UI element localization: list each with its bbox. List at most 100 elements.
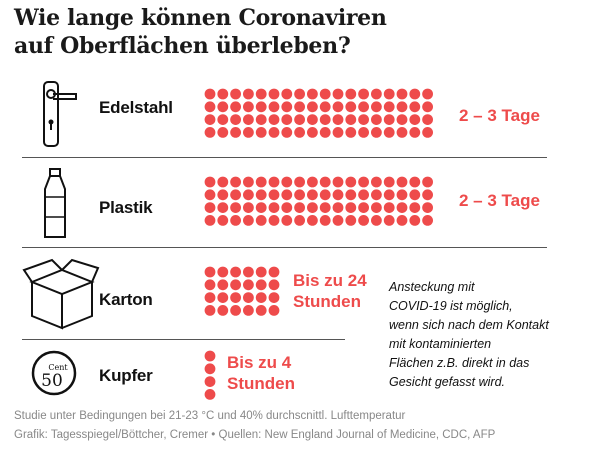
dot-plastik-1	[204, 176, 216, 188]
dot-edelstahl-45	[345, 88, 357, 100]
dot-karton-13	[243, 266, 254, 278]
infection-note: Ansteckung mit COVID-19 ist möglich, wen…	[389, 280, 549, 389]
dot-plastik-60	[383, 215, 395, 226]
dot-edelstahl-53	[371, 88, 382, 100]
dot-plastik-3	[204, 202, 216, 214]
dot-karton-18	[255, 279, 267, 291]
dot-edelstahl-42	[332, 101, 344, 113]
dot-edelstahl-25	[281, 88, 293, 100]
dot-plastik-38	[319, 189, 331, 201]
coin-word: Cent	[48, 363, 68, 372]
dot-edelstahl-62	[396, 101, 408, 113]
dot-edelstahl-9	[230, 88, 242, 100]
dot-plastik-46	[345, 189, 357, 201]
dot-karton-14	[243, 279, 254, 291]
dot-edelstahl-59	[383, 114, 395, 125]
dot-edelstahl-56	[371, 126, 382, 138]
dot-plastik-41	[332, 176, 344, 188]
dot-edelstahl-72	[422, 126, 433, 138]
dot-edelstahl-34	[307, 101, 318, 113]
dot-karton-23	[268, 292, 280, 303]
dot-plastik-55	[371, 202, 382, 214]
dot-edelstahl-38	[319, 101, 331, 113]
divider-1	[22, 157, 547, 158]
dot-edelstahl-37	[319, 88, 331, 100]
dot-plastik-6	[217, 189, 229, 201]
dot-plastik-23	[268, 202, 280, 214]
dot-plastik-16	[243, 215, 254, 226]
dot-karton-9	[230, 266, 242, 278]
dot-edelstahl-16	[243, 126, 254, 138]
dot-kupfer-1	[204, 350, 216, 362]
dot-plastik-34	[307, 189, 318, 201]
dot-edelstahl-33	[307, 88, 318, 100]
dot-plastik-50	[358, 189, 369, 201]
value-label-edelstahl: 2 – 3 Tage	[459, 106, 540, 125]
dot-edelstahl-41	[332, 88, 344, 100]
dot-plastik-11	[230, 202, 242, 214]
dot-karton-11	[230, 292, 242, 303]
dot-edelstahl-18	[255, 101, 267, 113]
dot-edelstahl-50	[358, 101, 369, 113]
dot-plastik-64	[396, 215, 408, 226]
dot-plastik-26	[281, 189, 293, 201]
dot-plastik-17	[255, 176, 267, 188]
dot-edelstahl-60	[383, 126, 395, 138]
dot-edelstahl-31	[294, 114, 305, 125]
dot-kupfer-2	[204, 363, 216, 375]
dot-edelstahl-57	[383, 88, 395, 100]
dot-edelstahl-43	[332, 114, 344, 125]
dot-karton-20	[255, 305, 267, 316]
value-label-kupfer: Bis zu 4 Stunden	[227, 353, 295, 393]
dot-karton-19	[255, 292, 267, 303]
dot-edelstahl-65	[409, 88, 421, 100]
dot-edelstahl-32	[294, 126, 305, 138]
dot-plastik-72	[422, 215, 433, 226]
dot-karton-1	[204, 266, 216, 278]
dot-plastik-19	[255, 202, 267, 214]
dot-plastik-43	[332, 202, 344, 214]
dot-plastik-22	[268, 189, 280, 201]
dot-kupfer-3	[204, 376, 216, 387]
dot-edelstahl-11	[230, 114, 242, 125]
footer-credits: Grafik: Tagesspiegel/Böttcher, Cremer • …	[14, 429, 496, 441]
plastic-bottle-icon	[44, 168, 66, 238]
dot-edelstahl-26	[281, 101, 293, 113]
dot-karton-10	[230, 279, 242, 291]
dot-plastik-42	[332, 189, 344, 201]
dot-karton-3	[204, 292, 216, 303]
dot-plastik-65	[409, 176, 421, 188]
dot-karton-4	[204, 305, 216, 316]
row-label-kupfer: Kupfer	[99, 366, 153, 385]
dot-plastik-40	[319, 215, 331, 226]
dot-plastik-54	[371, 189, 382, 201]
dot-edelstahl-30	[294, 101, 305, 113]
dot-edelstahl-36	[307, 126, 318, 138]
dot-edelstahl-61	[396, 88, 408, 100]
dot-plastik-66	[409, 189, 421, 201]
dot-edelstahl-4	[204, 126, 216, 138]
dot-plastik-37	[319, 176, 331, 188]
dot-plastik-39	[319, 202, 331, 214]
dot-plastik-5	[217, 176, 229, 188]
dot-plastik-70	[422, 189, 433, 201]
dot-edelstahl-2	[204, 101, 216, 113]
dot-edelstahl-15	[243, 114, 254, 125]
dot-edelstahl-10	[230, 101, 242, 113]
dot-kupfer-4	[204, 389, 216, 400]
dot-edelstahl-66	[409, 101, 421, 113]
dot-edelstahl-5	[217, 88, 229, 100]
dot-plastik-67	[409, 202, 421, 214]
dot-plastik-18	[255, 189, 267, 201]
dot-edelstahl-51	[358, 114, 369, 125]
dot-edelstahl-35	[307, 114, 318, 125]
dot-plastik-63	[396, 202, 408, 214]
dot-edelstahl-44	[332, 126, 344, 138]
dot-edelstahl-54	[371, 101, 382, 113]
dot-edelstahl-64	[396, 126, 408, 138]
cardboard-box-icon	[22, 258, 100, 330]
row-label-edelstahl: Edelstahl	[99, 98, 173, 117]
dot-plastik-51	[358, 202, 369, 214]
dot-plastik-14	[243, 189, 254, 201]
dot-plastik-45	[345, 176, 357, 188]
